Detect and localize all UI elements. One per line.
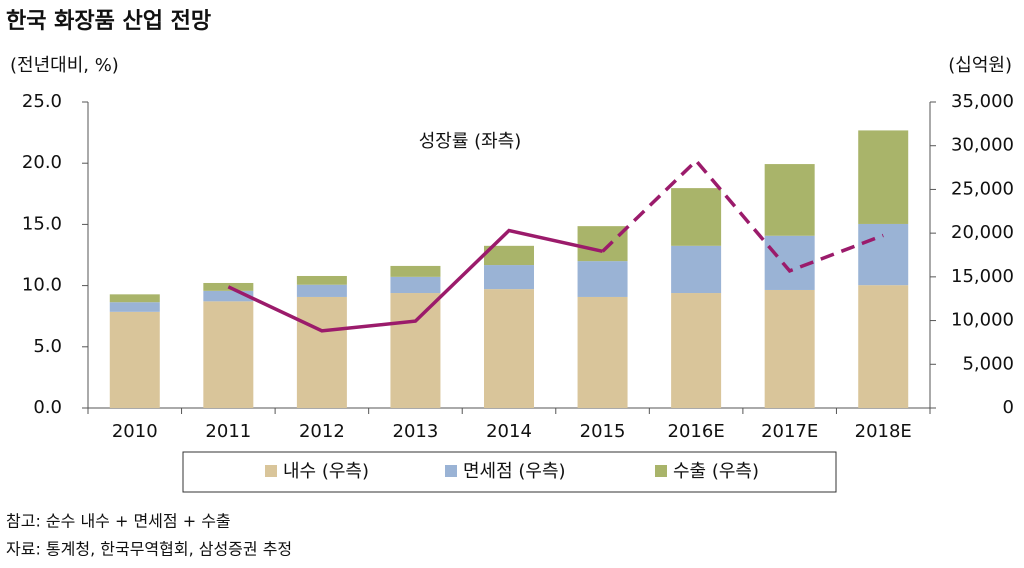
bar-segment [109, 311, 160, 408]
bar-segment [764, 289, 815, 408]
bar-segment [858, 223, 909, 286]
y2-tick-label: 30,000 [951, 135, 1014, 156]
legend-swatch [655, 465, 667, 477]
bar-segment [577, 226, 628, 262]
y2-tick-label: 10,000 [951, 310, 1014, 331]
x-tick-label: 2010 [112, 421, 158, 442]
y2-tick-label: 15,000 [951, 266, 1014, 287]
bar-segment [858, 130, 909, 224]
bar-segment [109, 302, 160, 312]
line [227, 228, 603, 333]
bar-segment [296, 284, 347, 297]
y-tick-label: 25.0 [22, 91, 62, 112]
x-tick-label: 2017E [761, 421, 818, 442]
legend-box [182, 451, 837, 493]
y2-tick-label: 25,000 [951, 178, 1014, 199]
y2-tick-label: 20,000 [951, 222, 1014, 243]
legend-label: 내수 (우측) [283, 461, 369, 482]
x-tick-label: 2016E [668, 421, 725, 442]
chart-title: 한국 화장품 산업 전망 [6, 9, 211, 34]
legend-label: 수출 (우측) [673, 461, 759, 482]
bar-segment [484, 245, 534, 266]
bar-segment [390, 276, 441, 294]
bar-segment [203, 290, 254, 302]
bar-segment [296, 275, 347, 285]
y-tick-label: 5.0 [33, 336, 62, 357]
line-annotation: 성장률 (좌측) [419, 131, 522, 152]
legend-label: 면세점 (우측) [463, 461, 566, 482]
line [601, 158, 884, 273]
bar-segment [296, 296, 347, 408]
y-tick-label: 15.0 [22, 213, 62, 234]
x-tick-label: 2014 [486, 421, 532, 442]
bar-segment [671, 293, 722, 408]
x-tick-label: 2015 [580, 421, 626, 442]
bar-segment [858, 285, 909, 408]
bar-segment [390, 293, 441, 408]
x-tick-label: 2018E [855, 421, 912, 442]
note: 참고: 순수 내수 + 면세점 + 수출 [6, 512, 231, 531]
bar-segment [484, 289, 534, 408]
bar-segment [484, 265, 534, 290]
bar-segment [390, 265, 441, 277]
bar-segment [671, 188, 722, 246]
bar-segment [764, 164, 815, 236]
y2-axis-label: (십억원) [948, 55, 1012, 76]
bar-segment [109, 294, 160, 303]
bar-segment [577, 296, 628, 408]
bar-segment [203, 301, 254, 408]
bar-segment [671, 245, 722, 294]
y-tick-label: 10.0 [22, 275, 62, 296]
y-axis-label: (전년대비, %) [10, 55, 119, 76]
y-tick-label: 20.0 [22, 152, 62, 173]
bar-segment [577, 261, 628, 297]
x-tick-label: 2012 [299, 421, 345, 442]
legend-swatch [445, 465, 457, 477]
legend-swatch [265, 465, 277, 477]
y-tick-label: 0.0 [33, 397, 62, 418]
source: 자료: 통계청, 한국무역협회, 삼성증권 추정 [6, 540, 292, 559]
x-tick-label: 2013 [393, 421, 439, 442]
y2-tick-label: 5,000 [962, 353, 1014, 374]
y2-tick-label: 35,000 [951, 91, 1014, 112]
y2-tick-label: 0 [1003, 397, 1014, 418]
x-tick-label: 2011 [205, 421, 251, 442]
